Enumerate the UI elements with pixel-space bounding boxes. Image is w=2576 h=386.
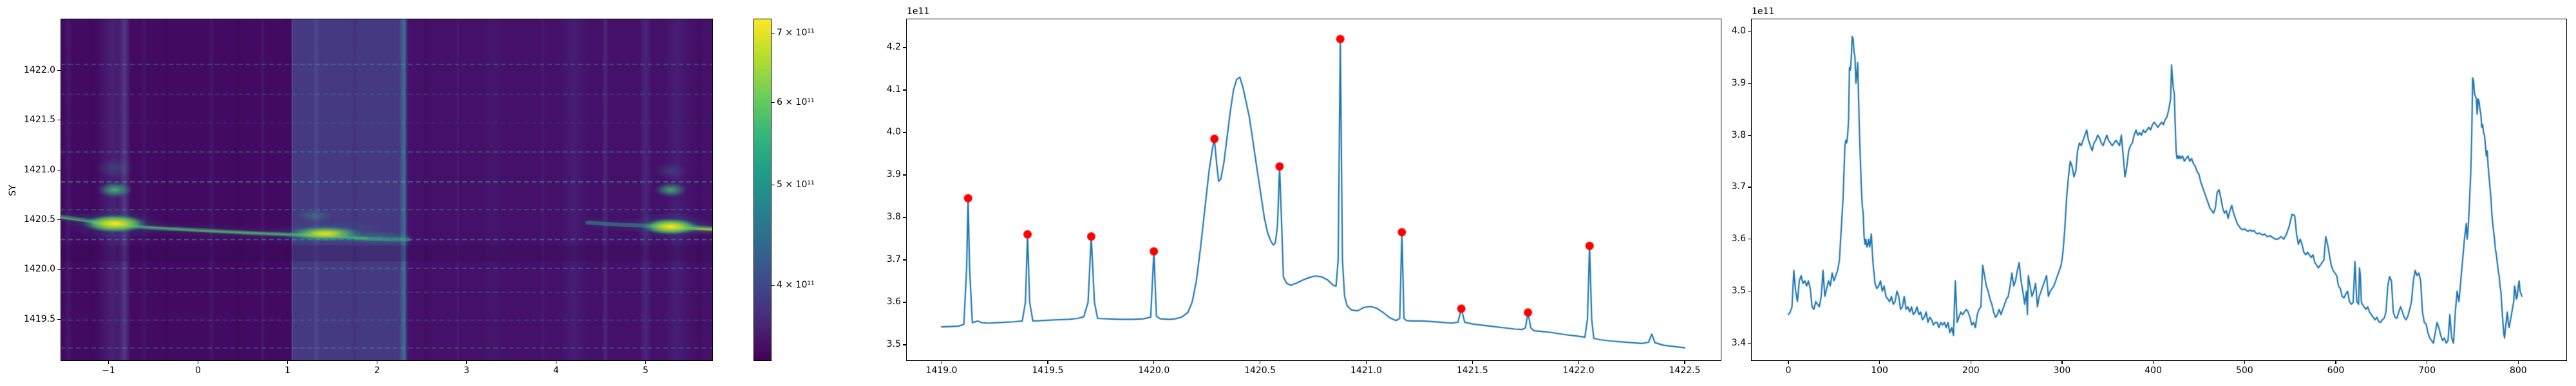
x-tick-label: 500: [2235, 365, 2253, 376]
x-tick-label: 600: [2327, 365, 2345, 376]
x-tick-label: 1421.5: [1456, 365, 1488, 376]
y-tick-label: 4.1: [886, 84, 901, 95]
spectrum-offset-label: 1e11: [907, 6, 930, 17]
x-tick-mark: [645, 361, 647, 364]
y-tick-mark: [1748, 82, 1751, 84]
x-tick-mark: [2061, 361, 2063, 364]
x-tick-label: 0: [1785, 365, 1792, 376]
x-tick-label: 1421.0: [1350, 365, 1382, 376]
x-tick-mark: [1879, 361, 1880, 364]
y-tick-label: 3.5: [1731, 286, 1746, 297]
y-tick-label: 4.2: [886, 42, 901, 53]
y-tick-mark: [57, 318, 61, 320]
y-tick-mark: [57, 219, 61, 221]
x-tick-label: 0: [195, 365, 201, 376]
x-tick-mark: [2153, 361, 2154, 364]
y-tick-label: 3.8: [886, 212, 901, 223]
x-tick-label: 5: [643, 365, 649, 376]
y-tick-mark: [57, 269, 61, 270]
y-tick-mark: [903, 47, 906, 48]
x-tick-mark: [2517, 361, 2519, 364]
y-tick-label: 1421.0: [24, 164, 55, 175]
y-tick-mark: [903, 259, 906, 261]
x-tick-label: 2: [374, 365, 380, 376]
y-tick-label: 3.7: [886, 254, 901, 265]
x-tick-label: 400: [2145, 365, 2162, 376]
spectrum-canvas: [906, 19, 1721, 361]
x-tick-mark: [1578, 361, 1579, 364]
colorbar-tick-label: 6 × 10¹¹: [777, 96, 815, 107]
x-tick-label: 4: [553, 365, 559, 376]
x-tick-label: 1420.5: [1244, 365, 1276, 376]
y-tick-label: 3.6: [886, 297, 901, 308]
y-tick-mark: [1748, 343, 1751, 344]
y-tick-mark: [1748, 134, 1751, 136]
y-tick-label: 1420.5: [24, 214, 55, 225]
y-tick-label: 1419.5: [24, 313, 55, 324]
y-tick-label: 3.9: [886, 169, 901, 180]
colorbar-tick-label: 7 × 10¹¹: [777, 28, 815, 39]
x-tick-label: −1: [102, 365, 115, 376]
y-tick-mark: [1748, 30, 1751, 32]
x-tick-label: 800: [2509, 365, 2527, 376]
x-tick-label: 1: [285, 365, 290, 376]
x-tick-label: 700: [2418, 365, 2436, 376]
y-tick-label: 3.9: [1731, 77, 1746, 88]
y-tick-label: 1420.0: [24, 264, 55, 275]
y-tick-mark: [57, 69, 61, 71]
colorbar-tick-mark: [772, 284, 775, 286]
x-tick-label: 3: [464, 365, 469, 376]
y-tick-label: 3.4: [1731, 338, 1746, 348]
heatmap-canvas: [61, 19, 713, 361]
y-tick-label: 3.8: [1731, 129, 1746, 140]
x-tick-mark: [1365, 361, 1367, 364]
x-tick-label: 1419.0: [925, 365, 958, 376]
x-tick-mark: [1153, 361, 1155, 364]
y-tick-mark: [903, 344, 906, 345]
x-tick-mark: [108, 361, 109, 364]
colorbar-tick-label: 4 × 10¹¹: [777, 279, 815, 290]
x-tick-label: 1419.5: [1032, 365, 1064, 376]
y-tick-mark: [903, 174, 906, 176]
colorbar-tick-mark: [772, 102, 775, 104]
x-tick-label: 300: [2053, 365, 2071, 376]
timeseries-canvas: [1751, 19, 2567, 361]
y-tick-label: 3.7: [1731, 181, 1746, 192]
x-tick-mark: [1684, 361, 1685, 364]
y-tick-mark: [903, 132, 906, 133]
y-tick-label: 1421.5: [24, 115, 55, 125]
x-tick-label: 100: [1871, 365, 1888, 376]
y-tick-label: 4.0: [886, 127, 901, 138]
x-tick-mark: [466, 361, 468, 364]
x-tick-label: 1420.0: [1138, 365, 1170, 376]
y-tick-label: 1422.0: [24, 64, 55, 75]
x-tick-mark: [287, 361, 289, 364]
heatmap-y-axis-label: SY: [8, 185, 18, 196]
colorbar-tick-label: 5 × 10¹¹: [777, 179, 815, 190]
y-tick-label: 4.0: [1731, 25, 1746, 36]
x-tick-label: 200: [1962, 365, 1980, 376]
x-tick-label: 1422.5: [1669, 365, 1701, 376]
x-tick-mark: [1047, 361, 1048, 364]
y-tick-mark: [903, 89, 906, 91]
x-tick-mark: [2335, 361, 2336, 364]
timeseries-offset-label: 1e11: [1752, 6, 1775, 17]
x-tick-label: 1422.0: [1562, 365, 1595, 376]
y-tick-label: 3.6: [1731, 234, 1746, 244]
colorbar: [753, 19, 772, 361]
y-tick-label: 3.5: [886, 339, 901, 350]
x-tick-mark: [1472, 361, 1473, 364]
x-tick-mark: [2244, 361, 2245, 364]
